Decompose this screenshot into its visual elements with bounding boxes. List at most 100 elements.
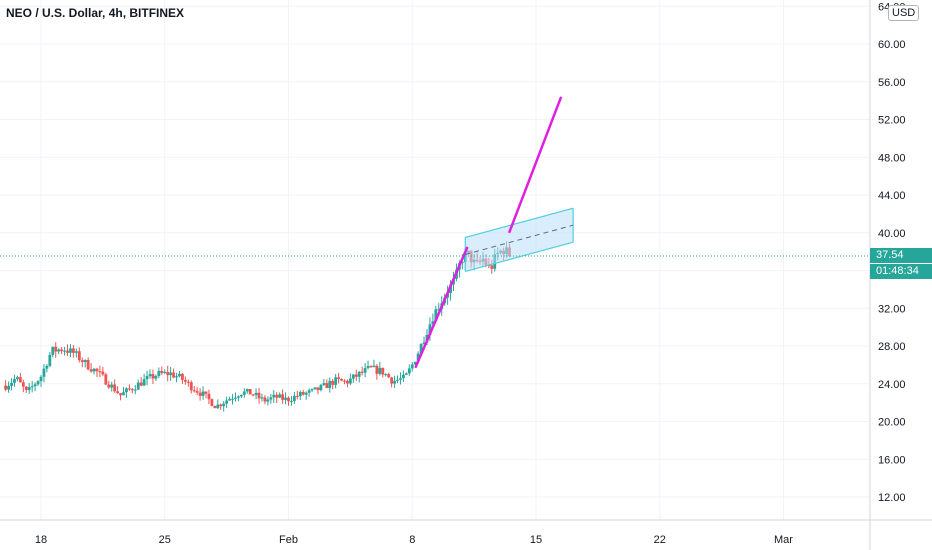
candle-body <box>48 354 52 366</box>
candle-body <box>231 398 234 400</box>
candle-body <box>133 389 137 391</box>
candle-body <box>357 371 361 377</box>
candle-body <box>390 377 394 384</box>
candle-body <box>404 373 408 375</box>
candle-body <box>142 379 146 386</box>
y-tick-label: 32.00 <box>878 303 906 315</box>
candle-body <box>207 393 211 400</box>
candle-body <box>351 374 355 379</box>
candle-body <box>213 406 217 409</box>
candle-body <box>360 371 364 373</box>
candle-body <box>375 365 379 374</box>
candle-body <box>104 374 108 385</box>
candle-body <box>51 346 55 355</box>
candle-body <box>319 384 323 391</box>
candle-body <box>119 393 122 396</box>
candle-body <box>396 379 399 381</box>
candle-body <box>251 394 255 396</box>
candle-body <box>407 368 411 374</box>
candle-body <box>343 380 346 382</box>
candle-body <box>354 374 358 377</box>
x-tick-label: 8 <box>409 534 415 546</box>
candle-body <box>186 381 190 383</box>
candle-body <box>216 404 220 409</box>
candle-body <box>313 387 317 390</box>
chart-title: NEO / U.S. Dollar, 4h, BITFINEX <box>6 6 185 20</box>
candle-body <box>328 380 332 389</box>
candle-body <box>139 382 143 386</box>
candle-body <box>210 399 214 407</box>
candle-body <box>113 384 117 392</box>
candle-body <box>18 377 22 383</box>
candle-body <box>66 350 69 353</box>
candle-body <box>16 377 19 379</box>
candle-body <box>54 346 58 352</box>
bar-countdown: 01:48:34 <box>870 264 932 279</box>
channel-upper-line <box>465 207 574 239</box>
candle-body <box>122 392 125 396</box>
candle-body <box>148 374 152 377</box>
candle-body <box>201 391 205 396</box>
candle-body <box>204 391 208 394</box>
candle-body <box>301 391 305 395</box>
candle-body <box>387 374 391 378</box>
candle-body <box>316 387 320 391</box>
candle-body <box>363 368 367 373</box>
candle-body <box>183 379 187 382</box>
candle-body <box>160 371 164 373</box>
candle-body <box>372 365 376 368</box>
x-tick-label: Mar <box>774 534 793 546</box>
candle-body <box>10 382 13 386</box>
candle-body <box>21 382 25 387</box>
candle-body <box>272 394 276 398</box>
candle-body <box>157 371 161 376</box>
y-tick-label: 52.00 <box>878 115 906 127</box>
candle-body <box>95 368 99 372</box>
candle-body <box>145 376 149 380</box>
candle-body <box>295 395 299 397</box>
candle-body <box>490 265 494 269</box>
candle-body <box>198 392 202 396</box>
candle-body <box>348 378 352 384</box>
candle-body <box>292 395 296 401</box>
candle-body <box>189 382 193 391</box>
candle-body <box>304 392 308 395</box>
candle-body <box>257 392 261 399</box>
candle-body <box>340 378 343 381</box>
channel-lower-line <box>465 241 574 273</box>
y-tick-label: 60.00 <box>878 39 906 51</box>
candle-body <box>266 399 270 402</box>
currency-selector[interactable]: USD <box>888 5 920 21</box>
candle-body <box>287 397 290 402</box>
candle-body <box>74 351 78 353</box>
candle-body <box>281 394 285 400</box>
candle-body <box>428 324 432 335</box>
candle-body <box>80 360 84 363</box>
candle-body <box>325 383 329 389</box>
candle-body <box>225 400 229 404</box>
candle-body <box>278 394 282 398</box>
x-tick-label: 15 <box>530 534 542 546</box>
y-tick-label: 16.00 <box>878 454 906 466</box>
x-tick-label: Feb <box>279 534 298 546</box>
y-tick-label: 28.00 <box>878 341 906 353</box>
candle-body <box>60 349 64 352</box>
candle-body <box>13 378 16 383</box>
candle-body <box>83 359 87 363</box>
y-tick-label: 40.00 <box>878 228 906 240</box>
candle-body <box>237 396 240 398</box>
candle-body <box>228 398 231 401</box>
candle-body <box>89 369 93 372</box>
candle-body <box>77 351 81 361</box>
candle-body <box>42 368 46 377</box>
y-tick-label: 24.00 <box>878 379 906 391</box>
candle-body <box>393 380 396 384</box>
candle-body <box>36 381 40 385</box>
candle-body <box>419 343 423 354</box>
candle-body <box>181 373 184 380</box>
y-tick-label: 44.00 <box>878 190 906 202</box>
candle-body <box>399 378 402 380</box>
candle-body <box>322 383 326 385</box>
